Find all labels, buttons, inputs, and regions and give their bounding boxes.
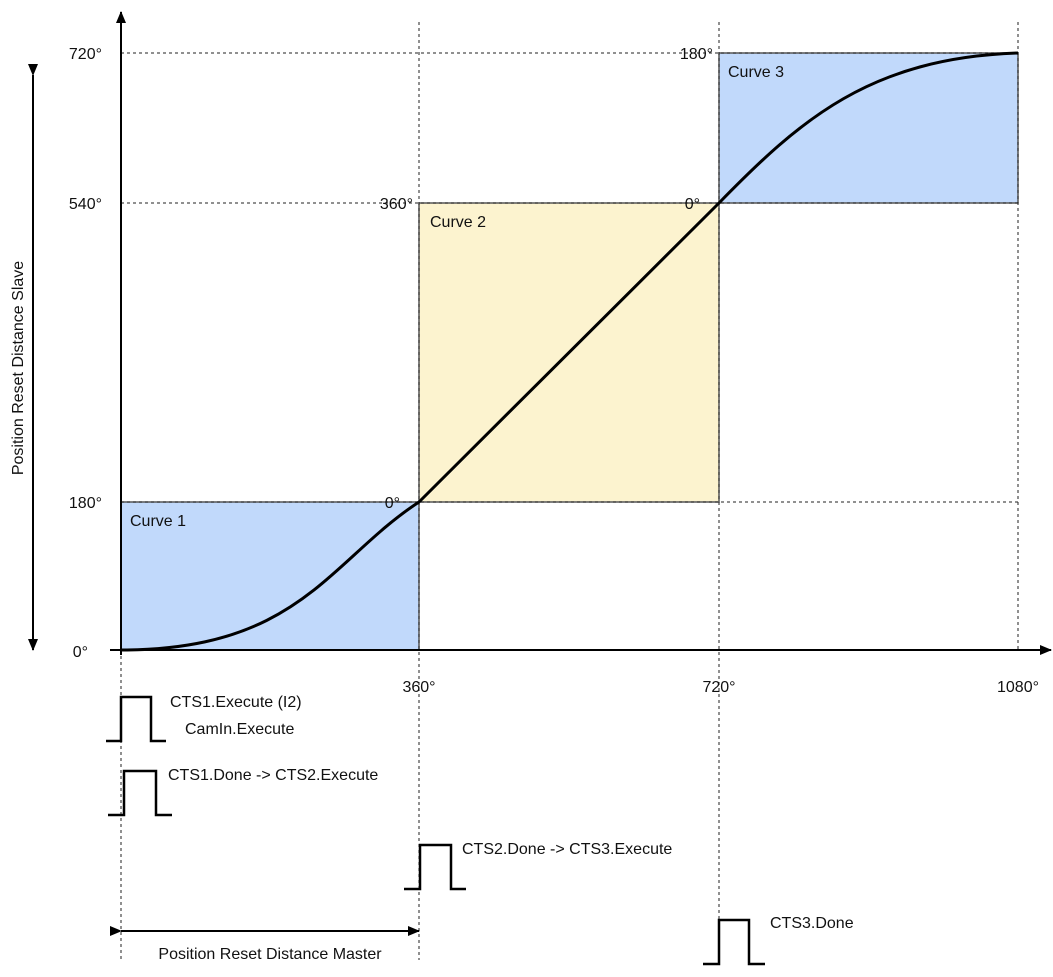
- x-tick-label: 720°: [702, 679, 735, 696]
- curve-1-end-label: 0°: [385, 495, 400, 512]
- cam-profile-curve: [120, 51, 1019, 652]
- signal-pulse-3: [404, 843, 466, 891]
- signal-1-sublabel: CamIn.Execute: [185, 721, 294, 738]
- curve-3-box: [718, 52, 1019, 204]
- y-axis-label: Position Reset Distance Slave: [10, 261, 27, 475]
- y-tick-label: 720°: [69, 46, 102, 63]
- signal-pulse-1: [106, 695, 166, 743]
- signal-3-label: CTS2.Done -> CTS3.Execute: [462, 841, 672, 858]
- grid-lines: [120, 22, 1019, 960]
- curve-1-box: [120, 501, 420, 651]
- master-distance-label: Position Reset Distance Master: [158, 946, 382, 963]
- x-tick-label: 1080°: [997, 679, 1039, 696]
- signal-pulse-4: [703, 918, 765, 966]
- signal-pulse-2: [108, 769, 172, 817]
- curve-3-label: Curve 3: [728, 64, 784, 81]
- x-tick-label: 360°: [402, 679, 435, 696]
- y-tick-label: 0°: [73, 644, 88, 661]
- signal-4-label: CTS3.Done: [770, 915, 854, 932]
- curve-3-end-label: 180°: [680, 46, 713, 63]
- y-tick-label: 540°: [69, 196, 102, 213]
- curve-3-start-label: 0°: [685, 196, 700, 213]
- signal-2-label: CTS1.Done -> CTS2.Execute: [168, 767, 378, 784]
- y-tick-label: 180°: [69, 495, 102, 512]
- curve-2-end-label: 360°: [380, 196, 413, 213]
- curve-2-label: Curve 2: [430, 214, 486, 231]
- signal-1-label: CTS1.Execute (I2): [170, 694, 302, 711]
- curve-1-label: Curve 1: [130, 513, 186, 530]
